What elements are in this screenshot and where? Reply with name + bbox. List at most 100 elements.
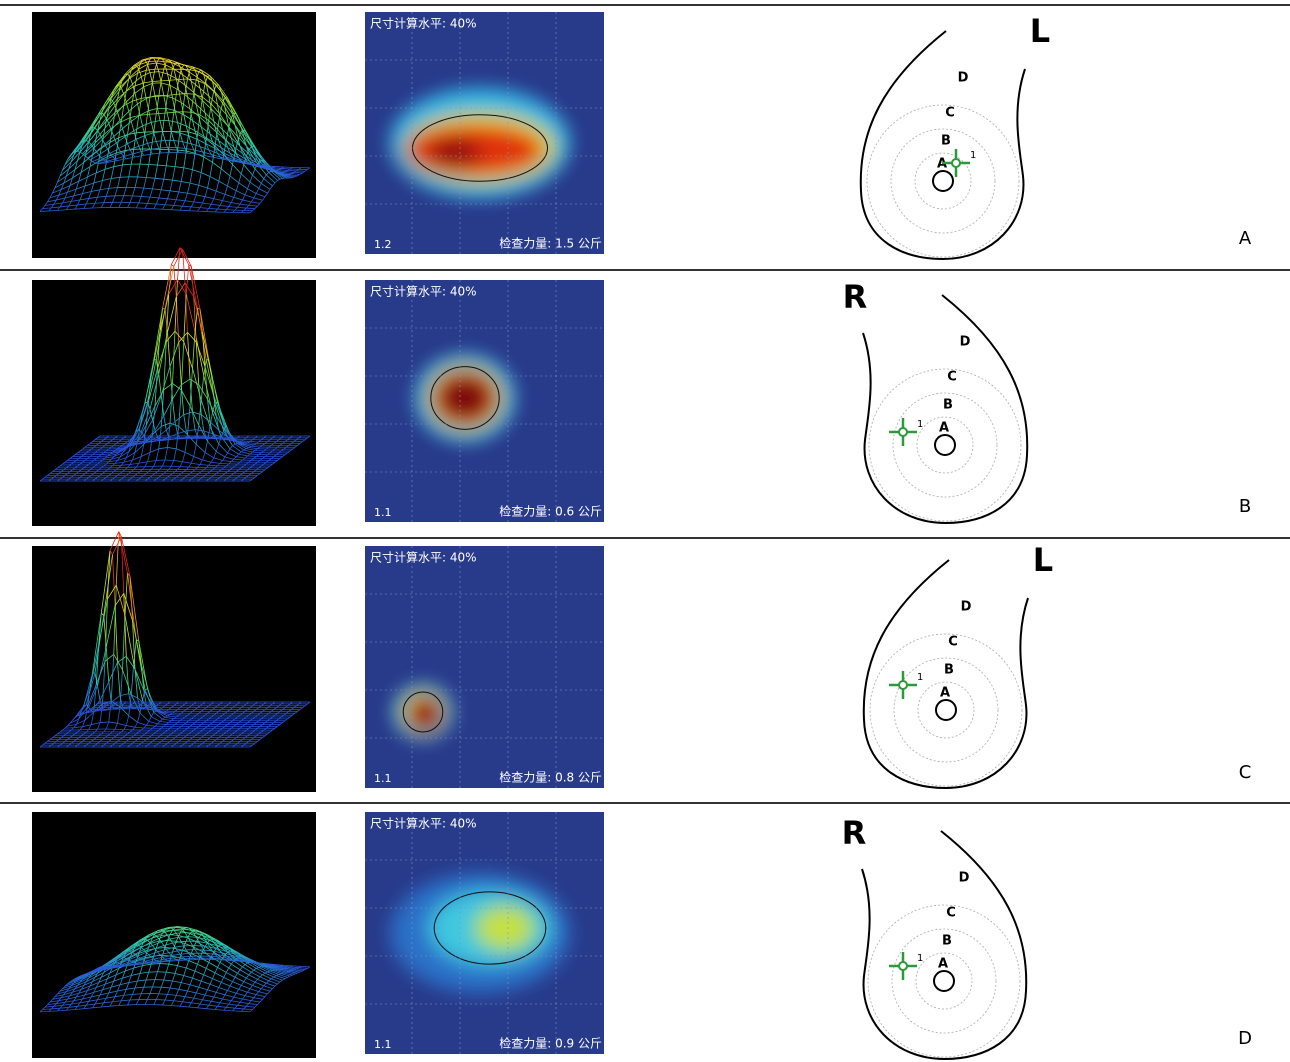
- mesh-line: [218, 140, 228, 148]
- mesh-line: [57, 209, 67, 211]
- mesh-line: [209, 162, 213, 177]
- mesh-line: [196, 79, 206, 85]
- mesh-line: [197, 77, 207, 85]
- mesh-line: [206, 143, 216, 149]
- mesh-line: [257, 160, 261, 165]
- mesh-line: [157, 468, 161, 472]
- mesh-line: [59, 205, 69, 208]
- mesh-line: [258, 188, 268, 194]
- mesh-line: [42, 205, 46, 209]
- mesh-line: [261, 450, 264, 454]
- mesh-line: [119, 451, 129, 458]
- mesh-line: [129, 68, 140, 78]
- mesh-line: [44, 203, 54, 206]
- mesh-line: [101, 478, 104, 482]
- mesh-line: [122, 121, 132, 129]
- mesh-line: [286, 445, 289, 448]
- mesh-line: [238, 118, 242, 128]
- mesh-line: [252, 450, 256, 453]
- mesh-line: [124, 467, 128, 470]
- mesh-line: [47, 197, 51, 203]
- mesh-line: [74, 744, 78, 748]
- mesh-line: [87, 151, 97, 159]
- mesh-line: [117, 112, 121, 121]
- mesh-line: [179, 478, 183, 482]
- mesh-line: [130, 121, 135, 131]
- mesh-line: [242, 471, 246, 474]
- mesh-line: [198, 471, 202, 474]
- mesh-line: [217, 205, 221, 210]
- mesh-line: [72, 141, 82, 154]
- mesh-line: [225, 114, 230, 127]
- mesh-line: [167, 332, 171, 367]
- mesh-line: [92, 142, 96, 156]
- mesh-line: [243, 164, 253, 176]
- mesh-line: [236, 190, 246, 196]
- mesh-line: [149, 147, 159, 150]
- mesh-line: [128, 72, 138, 80]
- mesh-line: [71, 741, 74, 744]
- mesh-line: [207, 399, 211, 422]
- mesh-line: [117, 457, 127, 461]
- mesh-line: [274, 460, 278, 463]
- mesh-line: [230, 197, 235, 203]
- mesh-line: [178, 342, 182, 385]
- mesh-line: [92, 478, 96, 482]
- mesh-line: [100, 202, 105, 208]
- mesh-line: [141, 196, 151, 198]
- mesh-line: [126, 473, 129, 476]
- mesh-line: [239, 145, 243, 154]
- mesh-line: [230, 137, 235, 147]
- mesh-line: [203, 156, 213, 163]
- mesh-line: [156, 112, 166, 115]
- mesh-line: [153, 308, 163, 360]
- mesh-line: [193, 93, 203, 98]
- mesh-line: [254, 205, 258, 209]
- mesh-line: [188, 135, 192, 144]
- mesh-line: [190, 201, 195, 208]
- mesh-line: [148, 57, 152, 62]
- mesh-line: [175, 78, 180, 91]
- mesh-line: [199, 202, 203, 208]
- mesh-line: [266, 165, 276, 167]
- mesh-line: [233, 456, 237, 460]
- mesh-line: [174, 330, 185, 342]
- mesh-line: [59, 742, 63, 746]
- mesh-line: [254, 154, 258, 161]
- mesh-line: [76, 185, 86, 190]
- mesh-line: [232, 445, 242, 453]
- mesh-line: [155, 141, 160, 149]
- mesh-line: [201, 69, 211, 77]
- mesh-line: [193, 201, 203, 204]
- mesh-line: [172, 399, 176, 422]
- heatmap-title: 尺寸计算水平: 40%: [370, 284, 477, 299]
- mesh-line: [39, 208, 43, 212]
- mesh-line: [209, 75, 220, 86]
- mesh-line: [173, 266, 177, 297]
- mesh-line: [135, 402, 146, 432]
- mesh-line: [263, 461, 267, 465]
- mesh-line: [164, 140, 168, 148]
- mesh-line: [255, 148, 260, 154]
- mesh-line: [108, 701, 112, 722]
- mesh-line: [158, 71, 168, 75]
- mesh-line: [178, 332, 188, 343]
- mesh-line: [182, 74, 192, 82]
- mesh-line: [192, 66, 202, 71]
- mesh-line: [164, 111, 174, 114]
- mesh-line: [284, 439, 288, 442]
- mesh-line: [70, 151, 81, 162]
- mesh-line: [152, 152, 162, 155]
- mesh-line: [134, 82, 144, 87]
- mesh-line: [74, 162, 85, 170]
- mesh-line: [90, 182, 95, 192]
- mesh-line: [259, 200, 263, 204]
- zone-label: D: [960, 335, 971, 350]
- mesh-line: [147, 113, 157, 115]
- mesh-line: [264, 161, 268, 165]
- mesh-line: [233, 146, 243, 154]
- mesh-line: [124, 134, 128, 151]
- mesh-line: [238, 173, 242, 183]
- mesh-line: [163, 341, 167, 390]
